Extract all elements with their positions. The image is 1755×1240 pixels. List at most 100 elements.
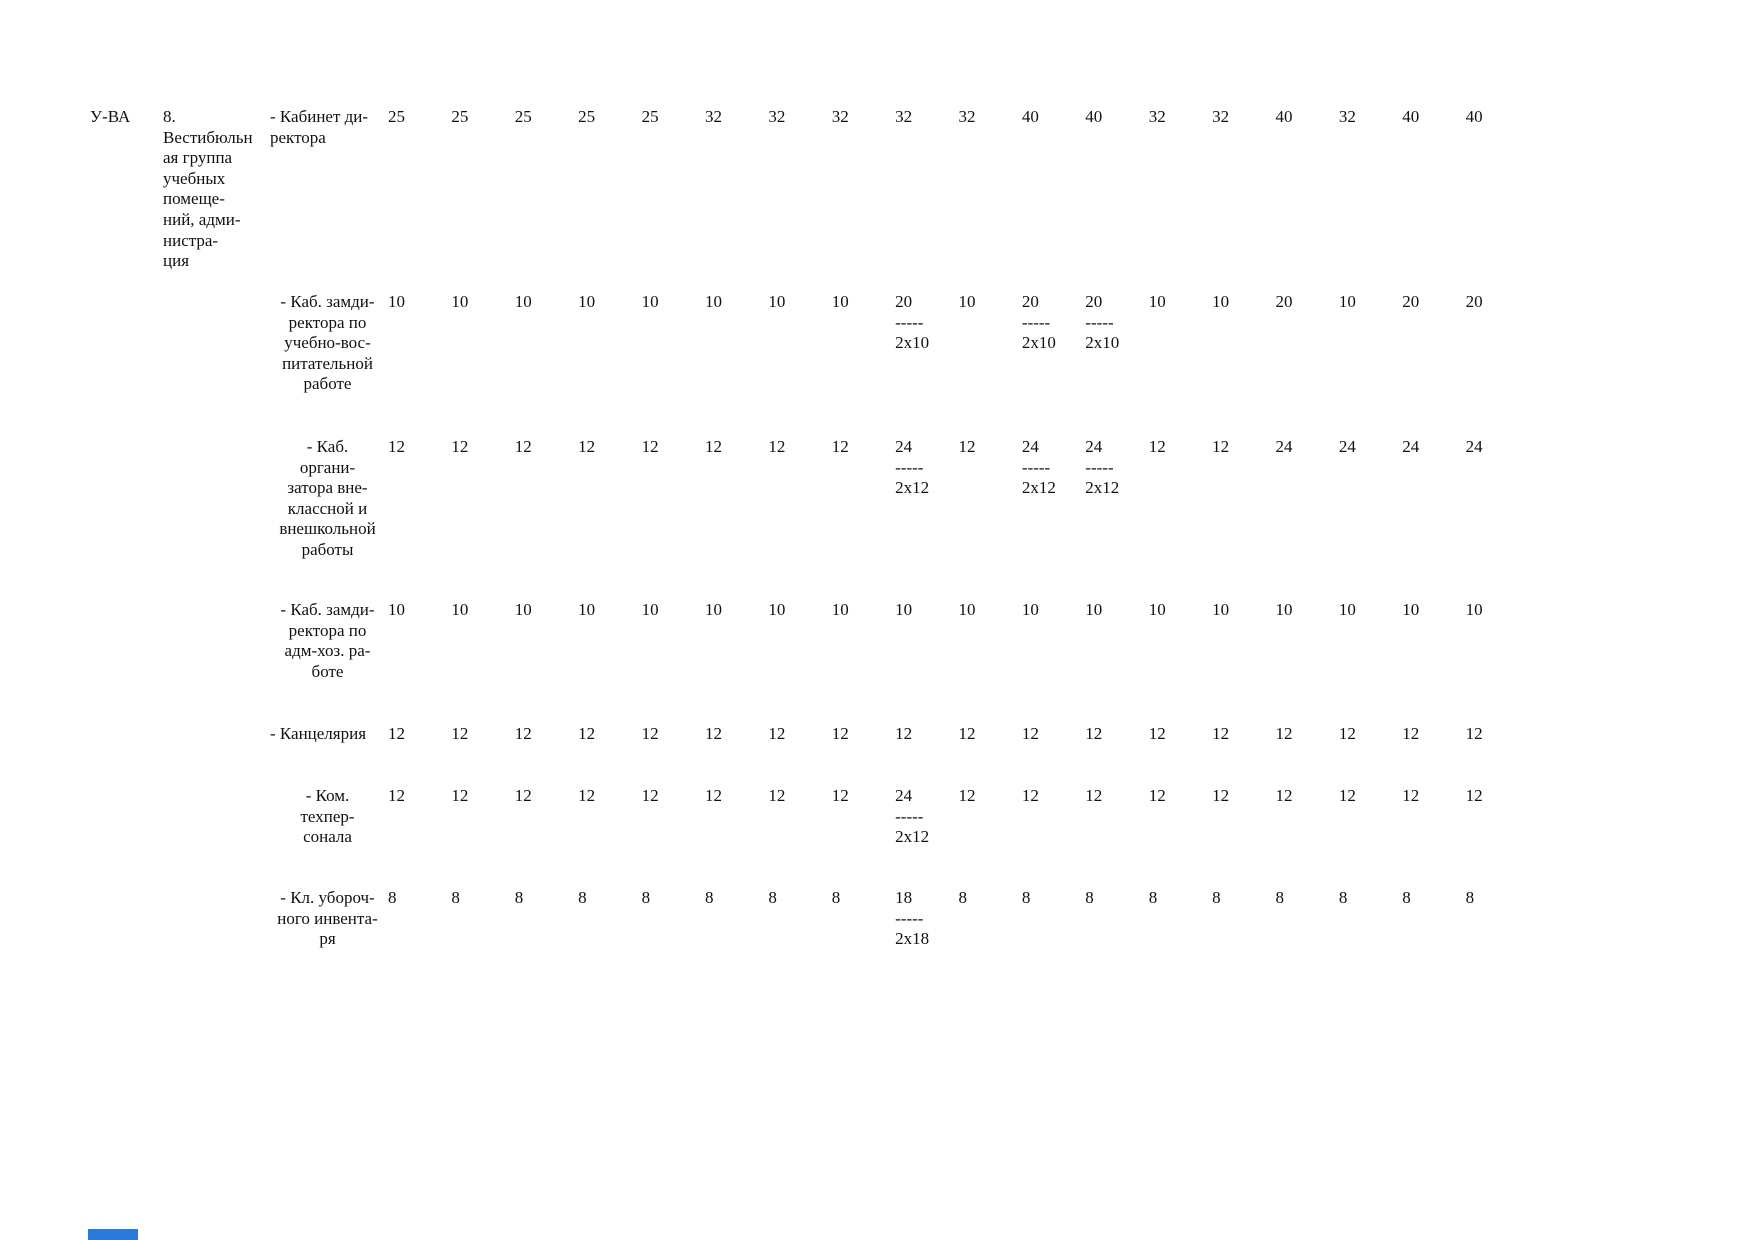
area-value-cell: 12 [1465,786,1483,805]
area-value-cell: 10 [1212,292,1230,311]
area-value-cell: 12 [1212,437,1230,456]
area-value-cell: 12 [1148,786,1166,805]
area-value-cell: 12 [1465,724,1483,743]
area-value-cell: 40 [1275,107,1293,126]
area-value-cell: 20 [1402,292,1420,311]
area-value-cell: 32 [958,107,976,126]
area-value-cell: 24 [1338,437,1356,456]
area-value-cell: 10 [641,600,659,619]
room-label: - Кл. убороч- ного инвента- ря [277,888,378,949]
area-value-cell: 12 [1085,724,1103,743]
area-value-cell: 32 [831,107,849,126]
area-value-cell: 10 [451,600,469,619]
area-value-cell: 10 [388,600,405,619]
area-value-cell: 12 [831,786,849,805]
area-value-cell: 10 [768,292,786,311]
area-value-cell: 32 [1212,107,1230,126]
area-value-cell: 40 [1021,107,1039,126]
area-value-cell: 12 [704,437,722,456]
area-value-cell: 12 [451,786,469,805]
table-row: - Каб. замди- ректора по адм-хоз. ра- бо… [270,600,1526,682]
accent-bar [88,1229,138,1240]
area-value-cell: 12 [1402,724,1420,743]
area-value-cell: 10 [1338,600,1356,619]
area-value-cell: 24 ----- 2x12 [895,437,930,498]
table-row: - Кабинет ди- ректора 25 25 25 25 25 32 32 32 32… [270,107,1526,148]
area-value-cell: 24 ----- 2x12 [1021,437,1056,498]
row-code-label: У-ВА [90,107,131,126]
area-value-cell: 20 [1465,292,1483,311]
area-value-cell: 12 [1402,786,1420,805]
area-value-cell: 8 [1148,888,1158,907]
group-title: 8. Вестибюльн ая группа учебных помеще- … [163,107,253,271]
area-value-cell: 8 [388,888,397,907]
area-value-cell: 8 [1402,888,1411,907]
area-value-cell: 10 [1465,600,1483,619]
area-value-cell: 20 ----- 2x10 [1021,292,1056,353]
area-value-cell: 32 [1148,107,1166,126]
room-label: - Канцелярия [270,724,367,743]
area-value-cell: 10 [768,600,786,619]
area-value-cell: 32 [895,107,913,126]
area-value-cell: 12 [958,724,976,743]
area-value-cell: 8 [1085,888,1094,907]
area-value-cell: 32 [704,107,722,126]
area-value-cell: 8 [578,888,587,907]
area-value-cell: 20 [1275,292,1293,311]
area-value-cell: 12 [958,786,976,805]
area-value-cell: 12 [451,437,469,456]
area-value-cell: 10 [451,292,469,311]
table-row: - Каб. замди- ректора по учебно-вос- пит… [270,292,1526,395]
area-value-cell: 12 [641,724,659,743]
table-row: - Ком. техпер- сонала 12 12 12 12 12 12 12 12 24… [270,786,1526,848]
area-value-cell: 12 [451,724,469,743]
area-value-cell: 12 [1021,724,1039,743]
area-value-cell: 24 ----- 2x12 [1085,437,1120,498]
area-value-cell: 12 [1275,724,1293,743]
area-value-cell: 24 [1275,437,1293,456]
area-value-cell: 12 [831,437,849,456]
area-value-cell: 12 [388,786,405,805]
area-value-cell: 10 [958,600,976,619]
area-value-cell: 25 [578,107,596,126]
table-row: - Каб. органи- затора вне- классной и вн… [270,437,1526,561]
area-value-cell: 8 [831,888,841,907]
area-value-cell: 12 [831,724,849,743]
area-value-cell: 10 [514,600,532,619]
area-value-cell: 12 [578,786,596,805]
area-value-cell: 12 [895,724,913,743]
area-value-cell: 12 [1212,724,1230,743]
area-value-cell: 8 [641,888,651,907]
area-value-cell: 12 [641,437,659,456]
area-value-cell: 10 [1085,600,1103,619]
area-value-cell: 12 [1212,786,1230,805]
area-value-cell: 12 [704,724,722,743]
area-value-cell: 10 [1275,600,1293,619]
area-value-cell: 8 [1212,888,1221,907]
area-value-cell: 32 [1338,107,1356,126]
area-value-cell: 10 [578,600,596,619]
area-value-cell: 20 ----- 2x10 [1085,292,1120,353]
room-label: - Ком. техпер- сонала [300,786,355,847]
area-value-cell: 8 [1465,888,1475,907]
area-value-cell: 12 [768,786,786,805]
area-value-cell: 25 [451,107,469,126]
area-value-cell: 8 [704,888,714,907]
area-value-cell: 12 [1148,437,1166,456]
area-value-cell: 25 [514,107,532,126]
area-value-cell: 24 [1465,437,1483,456]
area-value-cell: 20 ----- 2x10 [895,292,930,353]
area-value-cell: 40 [1085,107,1103,126]
area-value-cell: 12 [704,786,722,805]
table-row: - Канцелярия 12 12 12 12 12 12 12 12 12 12 12 12 12 1… [270,724,1526,745]
area-value-cell: 10 [1148,292,1166,311]
room-label: - Каб. замди- ректора по адм-хоз. ра- бо… [280,600,375,681]
area-value-cell: 12 [514,437,532,456]
area-value-cell: 18 ----- 2x18 [895,888,930,949]
area-value-cell: 10 [578,292,596,311]
area-value-cell: 25 [388,107,405,126]
area-value-cell: 12 [514,786,532,805]
area-value-cell: 10 [895,600,913,619]
area-value-cell: 12 [1148,724,1166,743]
